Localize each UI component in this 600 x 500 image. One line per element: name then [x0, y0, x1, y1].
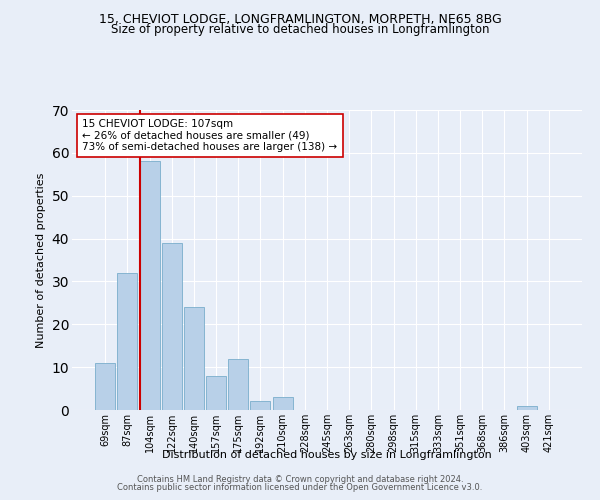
Text: 15 CHEVIOT LODGE: 107sqm
← 26% of detached houses are smaller (49)
73% of semi-d: 15 CHEVIOT LODGE: 107sqm ← 26% of detach… — [82, 119, 337, 152]
Text: Size of property relative to detached houses in Longframlington: Size of property relative to detached ho… — [111, 22, 489, 36]
Bar — [272, 397, 293, 410]
Bar — [140, 162, 160, 410]
Bar — [228, 358, 248, 410]
Bar — [118, 273, 137, 410]
Y-axis label: Number of detached properties: Number of detached properties — [36, 172, 46, 348]
Text: 15, CHEVIOT LODGE, LONGFRAMLINGTON, MORPETH, NE65 8BG: 15, CHEVIOT LODGE, LONGFRAMLINGTON, MORP… — [98, 12, 502, 26]
Bar — [162, 243, 182, 410]
Bar — [250, 402, 271, 410]
Bar — [517, 406, 536, 410]
Bar — [206, 376, 226, 410]
Text: Contains public sector information licensed under the Open Government Licence v3: Contains public sector information licen… — [118, 484, 482, 492]
Bar — [95, 363, 115, 410]
Text: Contains HM Land Registry data © Crown copyright and database right 2024.: Contains HM Land Registry data © Crown c… — [137, 475, 463, 484]
Bar — [184, 307, 204, 410]
Text: Distribution of detached houses by size in Longframlington: Distribution of detached houses by size … — [162, 450, 492, 460]
